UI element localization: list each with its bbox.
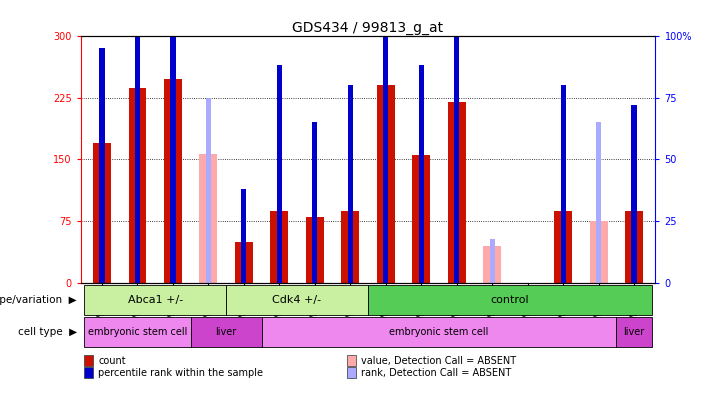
Bar <box>235 242 252 283</box>
Text: liver: liver <box>215 327 237 337</box>
Bar <box>412 155 430 283</box>
Bar <box>241 189 247 283</box>
Text: value, Detection Call = ABSENT: value, Detection Call = ABSENT <box>361 356 516 366</box>
Bar <box>484 246 501 283</box>
Bar <box>135 0 140 283</box>
Bar <box>306 217 324 283</box>
Bar <box>200 154 217 283</box>
Bar <box>312 122 318 283</box>
Bar <box>454 11 459 283</box>
Bar <box>590 221 608 283</box>
Bar <box>418 65 424 283</box>
Text: Cdk4 +/-: Cdk4 +/- <box>273 295 322 305</box>
Bar <box>261 317 616 346</box>
Bar <box>341 211 359 283</box>
Bar <box>348 85 353 283</box>
Bar <box>596 122 601 283</box>
Text: genotype/variation  ▶: genotype/variation ▶ <box>0 295 77 305</box>
Bar <box>226 285 368 315</box>
Text: cell type  ▶: cell type ▶ <box>18 327 77 337</box>
Text: embryonic stem cell: embryonic stem cell <box>389 327 489 337</box>
Bar <box>84 285 226 315</box>
Bar <box>170 0 175 283</box>
Bar <box>377 85 395 283</box>
Bar <box>616 317 652 346</box>
Bar <box>128 88 147 283</box>
Bar <box>100 48 104 283</box>
Title: GDS434 / 99813_g_at: GDS434 / 99813_g_at <box>292 21 444 34</box>
Text: count: count <box>98 356 125 366</box>
Text: Abca1 +/-: Abca1 +/- <box>128 295 183 305</box>
Text: liver: liver <box>623 327 645 337</box>
Text: control: control <box>491 295 529 305</box>
Text: embryonic stem cell: embryonic stem cell <box>88 327 187 337</box>
Bar <box>489 238 495 283</box>
Bar <box>191 317 261 346</box>
Bar <box>164 78 182 283</box>
Bar <box>271 211 288 283</box>
Bar <box>632 105 637 283</box>
Bar <box>93 143 111 283</box>
Bar <box>448 102 465 283</box>
Bar <box>205 97 211 283</box>
Bar <box>368 285 652 315</box>
Bar <box>554 211 572 283</box>
Bar <box>383 0 388 283</box>
Text: percentile rank within the sample: percentile rank within the sample <box>98 367 263 378</box>
Bar <box>561 85 566 283</box>
Bar <box>84 317 191 346</box>
Text: rank, Detection Call = ABSENT: rank, Detection Call = ABSENT <box>361 367 511 378</box>
Bar <box>277 65 282 283</box>
Bar <box>625 211 643 283</box>
